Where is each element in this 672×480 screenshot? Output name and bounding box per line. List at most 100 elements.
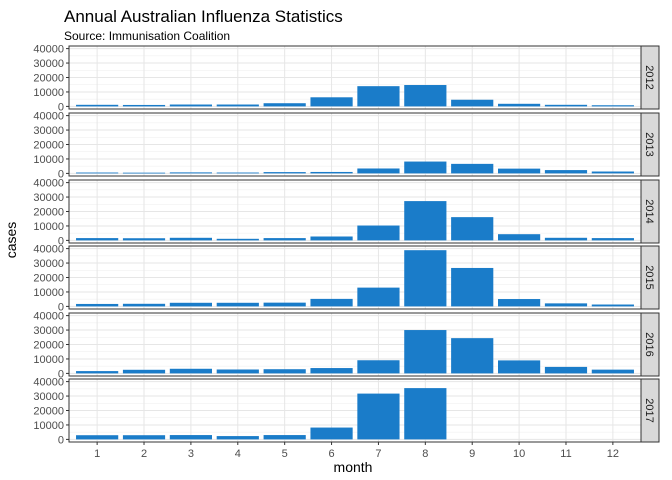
bar-2015-month-6 bbox=[310, 298, 353, 307]
bar-2012-month-3 bbox=[169, 104, 212, 107]
facet-strip-label: 2012 bbox=[643, 65, 655, 89]
bar-2016-month-3 bbox=[169, 368, 212, 374]
chart-title: Annual Australian Influenza Statistics bbox=[64, 7, 343, 26]
bar-2014-month-5 bbox=[263, 238, 306, 241]
y-tick-label: 0 bbox=[58, 368, 64, 380]
bar-2013-month-12 bbox=[591, 171, 634, 174]
bar-2014-month-11 bbox=[544, 237, 588, 241]
x-axis: 1 2 3 4 5 6 7 8 9 10 11 12 bbox=[94, 442, 619, 460]
facet-strip bbox=[640, 45, 660, 110]
bar-2015-month-3 bbox=[169, 302, 212, 307]
bar-2013-month-11 bbox=[544, 170, 588, 174]
bar-2016-month-12 bbox=[591, 369, 634, 374]
y-tick-label: 30000 bbox=[33, 391, 64, 403]
facet-panels: 0 10000 20000 30000 40000 2012 0 10000 20000 3000… bbox=[33, 44, 660, 446]
bar-2013-month-6 bbox=[310, 171, 353, 174]
bar-2012-month-5 bbox=[263, 103, 306, 107]
bar-2016-month-2 bbox=[122, 369, 166, 374]
bar-2015-month-1 bbox=[76, 303, 119, 307]
facet-panel-2012: 0 10000 20000 30000 40000 2012 bbox=[33, 44, 660, 113]
bar-2012-month-4 bbox=[216, 104, 259, 107]
bar-2012-month-2 bbox=[122, 104, 166, 107]
bar-2016-month-5 bbox=[263, 369, 306, 374]
x-tick-label: 12 bbox=[607, 448, 619, 460]
bar-2013-month-5 bbox=[263, 172, 306, 174]
bar-2013-month-8 bbox=[404, 161, 447, 174]
bar-2017-month-5 bbox=[263, 435, 306, 440]
bar-2012-month-1 bbox=[76, 104, 119, 107]
y-tick-label: 10000 bbox=[33, 154, 64, 166]
bar-2017-month-7 bbox=[357, 393, 400, 440]
y-tick-label: 30000 bbox=[33, 192, 64, 204]
y-tick-label: 10000 bbox=[33, 354, 64, 366]
y-tick-label: 0 bbox=[58, 168, 64, 180]
y-tick-label: 40000 bbox=[33, 244, 64, 256]
y-tick-label: 40000 bbox=[33, 111, 64, 123]
bar-2014-month-12 bbox=[591, 238, 634, 241]
x-axis-title: month bbox=[334, 459, 373, 475]
bar-2017-month-2 bbox=[122, 435, 166, 440]
facet-panel-2017: 0 10000 20000 30000 40000 2017 bbox=[33, 377, 660, 446]
x-tick-label: 4 bbox=[235, 448, 241, 460]
facet-panel-2016: 0 10000 20000 30000 40000 2016 bbox=[33, 311, 660, 380]
bar-2017-month-1 bbox=[76, 435, 119, 440]
y-tick-label: 40000 bbox=[33, 377, 64, 389]
y-tick-label: 40000 bbox=[33, 311, 64, 323]
bar-2013-month-10 bbox=[498, 168, 541, 174]
bar-2017-month-3 bbox=[169, 435, 212, 440]
chart-subtitle: Source: Immunisation Coalition bbox=[64, 29, 230, 43]
bar-2012-month-12 bbox=[591, 105, 634, 107]
bar-2017-month-6 bbox=[310, 427, 353, 440]
y-axis-title: cases bbox=[3, 222, 19, 259]
bar-2014-month-7 bbox=[357, 225, 400, 241]
facet-strip-label: 2015 bbox=[643, 265, 655, 289]
bar-2013-month-1 bbox=[76, 172, 119, 174]
bar-2015-month-11 bbox=[544, 303, 588, 307]
y-tick-label: 10000 bbox=[33, 87, 64, 99]
bar-2014-month-4 bbox=[216, 238, 259, 241]
y-tick-label: 40000 bbox=[33, 44, 64, 56]
bar-2016-month-9 bbox=[451, 338, 494, 374]
bar-2012-month-11 bbox=[544, 104, 588, 107]
bar-2013-month-4 bbox=[216, 172, 259, 174]
x-tick-label: 11 bbox=[560, 448, 571, 460]
y-tick-label: 20000 bbox=[33, 73, 64, 85]
facet-strip bbox=[640, 112, 660, 177]
y-tick-label: 0 bbox=[58, 434, 64, 446]
bar-2016-month-11 bbox=[544, 366, 588, 374]
bar-2013-month-2 bbox=[122, 172, 166, 174]
y-tick-label: 20000 bbox=[33, 207, 64, 219]
bar-2014-month-6 bbox=[310, 236, 353, 241]
y-tick-label: 20000 bbox=[33, 140, 64, 152]
y-tick-label: 20000 bbox=[33, 340, 64, 352]
bar-2012-month-8 bbox=[404, 85, 447, 107]
bar-2012-month-7 bbox=[357, 86, 400, 107]
y-tick-label: 20000 bbox=[33, 406, 64, 418]
y-tick-label: 0 bbox=[58, 101, 64, 113]
bar-2016-month-1 bbox=[76, 371, 119, 374]
bar-2015-month-5 bbox=[263, 302, 306, 307]
y-tick-label: 0 bbox=[58, 301, 64, 313]
bar-2013-month-3 bbox=[169, 172, 212, 174]
y-tick-label: 30000 bbox=[33, 258, 64, 270]
x-tick-label: 8 bbox=[422, 448, 428, 460]
facet-strip-label: 2016 bbox=[643, 332, 655, 356]
facet-panel-2014: 0 10000 20000 30000 40000 2014 bbox=[33, 178, 660, 247]
bar-2017-month-4 bbox=[216, 436, 259, 440]
bar-2016-month-8 bbox=[404, 330, 447, 374]
y-tick-label: 0 bbox=[58, 235, 64, 247]
y-tick-label: 30000 bbox=[33, 125, 64, 137]
facet-strip bbox=[640, 378, 660, 443]
x-tick-label: 9 bbox=[469, 448, 475, 460]
bar-2016-month-4 bbox=[216, 369, 259, 374]
bar-2013-month-7 bbox=[357, 168, 400, 174]
y-tick-label: 30000 bbox=[33, 325, 64, 337]
bar-2014-month-2 bbox=[122, 238, 166, 241]
bar-2015-month-10 bbox=[498, 299, 541, 307]
bar-2014-month-1 bbox=[76, 238, 119, 241]
bar-2016-month-6 bbox=[310, 368, 353, 374]
facet-strip-label: 2017 bbox=[643, 398, 655, 422]
bar-2015-month-2 bbox=[122, 303, 166, 307]
facet-strip bbox=[640, 312, 660, 377]
x-tick-label: 1 bbox=[94, 448, 100, 460]
